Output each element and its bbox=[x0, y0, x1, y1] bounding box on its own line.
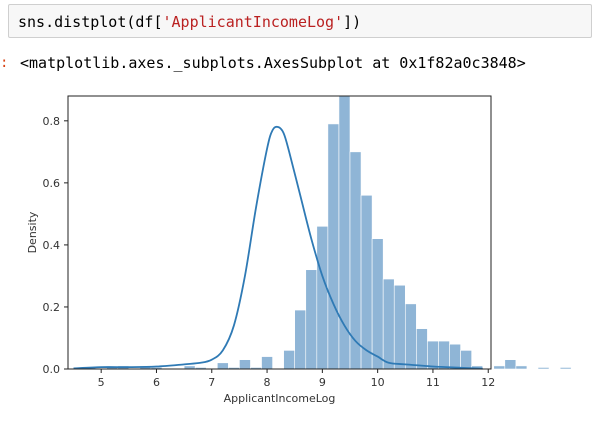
output-prompt: : bbox=[0, 55, 9, 71]
histogram-bar bbox=[493, 365, 506, 370]
y-tick-label: 0.8 bbox=[43, 115, 61, 128]
histogram-bar bbox=[404, 303, 417, 370]
x-tick-label: 9 bbox=[319, 376, 326, 389]
y-axis-label: Density bbox=[26, 211, 39, 253]
kde-line bbox=[73, 125, 483, 370]
histogram-bar bbox=[504, 359, 517, 370]
code-cell[interactable]: sns.distplot(df['ApplicantIncomeLog']) bbox=[8, 4, 592, 38]
code-editor[interactable]: sns.distplot(df['ApplicantIncomeLog']) bbox=[18, 13, 361, 31]
histogram-bar bbox=[427, 340, 439, 370]
histogram-bar bbox=[239, 359, 251, 370]
x-tick-label: 12 bbox=[481, 376, 495, 389]
x-tick-label: 11 bbox=[426, 376, 440, 389]
y-tick-label: 0.0 bbox=[43, 363, 61, 376]
histogram-bar bbox=[371, 238, 384, 370]
histogram-bar bbox=[338, 95, 351, 370]
histogram-bar bbox=[316, 225, 329, 370]
y-tick-label: 0.4 bbox=[43, 239, 61, 252]
output-repr-text: <matplotlib.axes._subplots.AxesSubplot a… bbox=[20, 54, 526, 72]
histogram-bar bbox=[416, 328, 428, 370]
histogram-bar bbox=[393, 284, 406, 370]
histogram-bar bbox=[294, 309, 307, 370]
x-axis-ticks: 5 6 7 8 9 10 11 12 bbox=[98, 369, 495, 389]
x-tick-label: 8 bbox=[264, 376, 271, 389]
histogram-bar bbox=[261, 356, 273, 370]
histogram-bar bbox=[537, 367, 550, 370]
x-tick-label: 6 bbox=[153, 376, 160, 389]
histogram-bar bbox=[327, 123, 340, 370]
histogram-bar bbox=[515, 365, 528, 370]
x-tick-label: 5 bbox=[98, 376, 105, 389]
y-tick-label: 0.6 bbox=[43, 177, 61, 190]
y-axis-ticks: 0.0 0.2 0.4 0.6 0.8 bbox=[43, 115, 68, 376]
histogram-bar bbox=[216, 362, 229, 370]
y-tick-label: 0.2 bbox=[43, 301, 61, 314]
histogram-bar bbox=[460, 350, 472, 370]
distplot-figure: 5 6 7 8 9 10 11 12 0.0 0.2 0.4 0.6 0.8 ApplicantInc… bbox=[26, 95, 572, 405]
histogram-bar bbox=[438, 340, 450, 370]
histogram-bar bbox=[559, 367, 572, 370]
histogram-bar bbox=[283, 350, 296, 370]
code-string-literal: 'ApplicantIncomeLog' bbox=[162, 13, 344, 31]
histogram-bars bbox=[84, 95, 572, 370]
code-suffix: ]) bbox=[343, 13, 362, 31]
x-tick-label: 10 bbox=[371, 376, 385, 389]
plot-frame bbox=[67, 95, 492, 370]
x-tick-label: 7 bbox=[208, 376, 215, 389]
x-axis-label: ApplicantIncomeLog bbox=[224, 392, 336, 405]
code-prefix: sns.distplot(df[ bbox=[18, 13, 163, 31]
histogram-bar bbox=[449, 343, 461, 370]
histogram-bar bbox=[360, 194, 373, 370]
histogram-bar bbox=[305, 269, 318, 370]
histogram-bar bbox=[382, 278, 395, 370]
